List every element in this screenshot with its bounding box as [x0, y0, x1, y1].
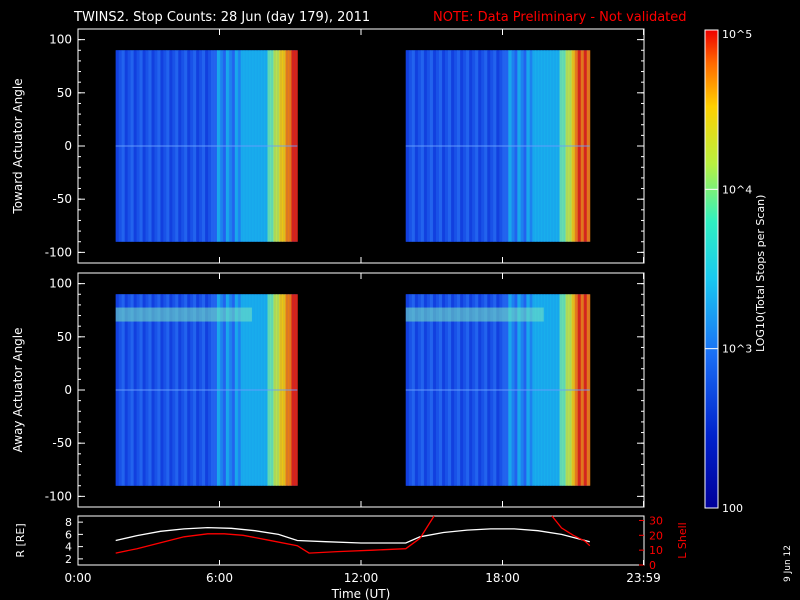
x-tick-label: 0:00 — [65, 571, 92, 585]
left-tick-label: 8 — [65, 516, 72, 529]
y-tick-label: 100 — [49, 33, 72, 47]
left-tick-label: 6 — [65, 528, 72, 541]
preliminary-note: NOTE: Data Preliminary - Not validated — [433, 10, 687, 25]
colorbar: LOG10(Total Stops per Scan) 10^5 10^4 10^3… — [704, 28, 767, 515]
x-axis-label: Time (UT) — [331, 587, 391, 600]
toward-angle-panel: 100 50 0 -50 -100 Toward Actuator Angle — [11, 28, 645, 264]
heatmap-block — [405, 294, 591, 486]
y-axis-label: Toward Actuator Angle — [11, 78, 25, 214]
x-tick-label: 18:00 — [485, 571, 520, 585]
colorbar-tick-label: 10^4 — [722, 183, 752, 196]
y-tick-label: 50 — [57, 330, 72, 344]
x-tick-label: 12:00 — [344, 571, 379, 585]
away-angle-panel: 100 50 0 -50 -100 Away Actuator Angle — [11, 272, 645, 508]
generation-date: 9 Jun 12 — [783, 545, 793, 582]
series-line — [115, 526, 590, 544]
lshell-axis-label: L Shell — [676, 522, 689, 558]
heatmap-band — [405, 307, 544, 322]
colorbar-fill — [704, 29, 719, 509]
colorbar-tick-label: 10^3 — [722, 343, 752, 356]
x-tick-label: 23:59 — [626, 571, 661, 585]
heatmap-block — [115, 50, 298, 242]
heatmap-block — [115, 294, 298, 486]
y-tick-label: 0 — [64, 139, 72, 153]
x-tick-label: 6:00 — [206, 571, 233, 585]
series-line — [551, 515, 591, 547]
y-tick-label: 0 — [64, 383, 72, 397]
series-line — [115, 515, 435, 554]
y-tick-label: -50 — [52, 436, 72, 450]
colorbar-tick-label: 100 — [722, 502, 743, 515]
right-tick-label: 20 — [649, 529, 663, 542]
left-tick-label: 4 — [65, 541, 72, 554]
right-tick-label: 0 — [649, 559, 656, 572]
colorbar-label: LOG10(Total Stops per Scan) — [754, 195, 767, 352]
y-tick-label: -100 — [45, 245, 72, 259]
heatmap-band — [115, 307, 252, 322]
chart-title: TWINS2. Stop Counts: 28 Jun (day 179), 2… — [73, 10, 370, 25]
left-tick-label: 2 — [65, 553, 72, 566]
heatmap-block — [405, 50, 591, 242]
colorbar-ticks: 10^5 10^4 10^3 100 — [705, 28, 752, 515]
r-axis-label: R [RE] — [14, 523, 27, 557]
y-axis-label: Away Actuator Angle — [11, 327, 25, 452]
panel-frame — [77, 515, 645, 566]
y-tick-label: 50 — [57, 86, 72, 100]
y-tick-label: -50 — [52, 192, 72, 206]
y-tick-label: -100 — [45, 489, 72, 503]
colorbar-tick-label: 10^5 — [722, 28, 752, 41]
right-tick-label: 30 — [649, 514, 663, 527]
y-tick-label: 100 — [49, 277, 72, 291]
right-tick-label: 10 — [649, 544, 663, 557]
